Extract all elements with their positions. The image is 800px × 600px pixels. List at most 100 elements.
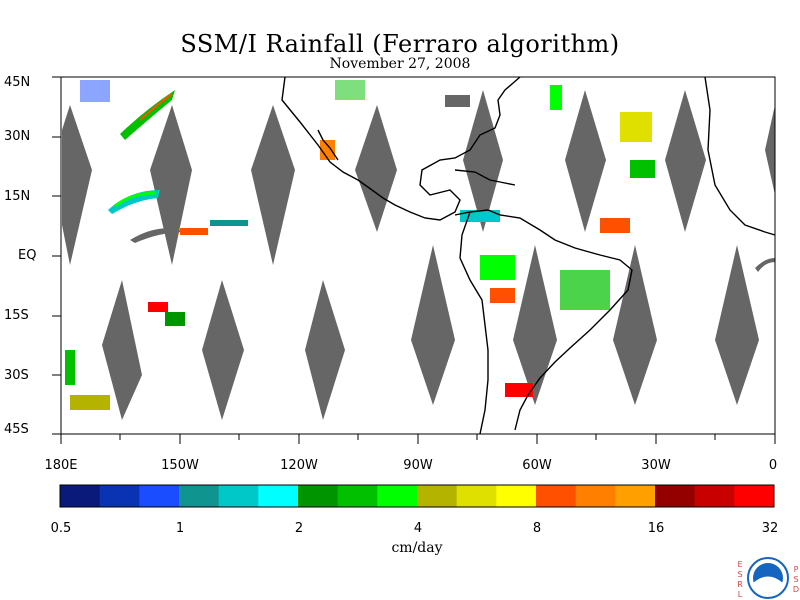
colorbar-tick-label: 8 xyxy=(532,521,542,536)
colorbar-swatch xyxy=(655,485,696,507)
noaa-logo-wave xyxy=(753,576,783,593)
lon-label-120w: 120W xyxy=(280,458,318,473)
colorbar-swatch xyxy=(456,485,497,507)
colorbar-tick-label: 0.5 xyxy=(50,521,72,536)
coastline-africa xyxy=(704,76,776,236)
chart-title: SSM/I Rainfall (Ferraro algorithm) xyxy=(180,30,620,58)
swath-gap xyxy=(513,245,557,405)
coastlines xyxy=(281,76,776,435)
colorbar-frame xyxy=(59,484,775,508)
swath-gap xyxy=(765,105,775,195)
colorbar-swatch xyxy=(179,485,220,507)
rain-patch xyxy=(480,255,515,280)
lat-label-eq: EQ xyxy=(18,248,37,263)
rain-patch xyxy=(180,228,208,235)
swath-gap xyxy=(715,245,759,405)
lon-label-90w: 90W xyxy=(403,458,433,473)
chart-subtitle: November 27, 2008 xyxy=(329,56,471,72)
colorbar-swatch xyxy=(218,485,259,507)
colorbar-swatch xyxy=(615,485,656,507)
esrl-letters: E S R L xyxy=(736,560,744,600)
colorbar-swatch xyxy=(536,485,577,507)
lon-label-180e: 180E xyxy=(44,458,78,473)
swath-gap xyxy=(202,280,244,420)
rain-band xyxy=(108,190,160,214)
swath-gap xyxy=(411,245,455,405)
logo-letter: S xyxy=(793,575,799,584)
rain-band xyxy=(139,93,173,121)
rain-patch xyxy=(560,270,610,310)
colorbar-tick-label: 1 xyxy=(175,521,185,536)
lon-label-0: 0 xyxy=(768,458,778,473)
logo-letter: P xyxy=(793,565,799,574)
coastline-south-america xyxy=(454,209,633,435)
colorbar-swatch xyxy=(139,485,180,507)
lat-label-30n: 30N xyxy=(4,129,31,144)
colorbar-tick-label: 32 xyxy=(761,521,779,536)
rain-patch xyxy=(630,160,655,178)
colorbar-tick-label: 4 xyxy=(413,521,423,536)
rain-patch xyxy=(70,395,110,410)
colorbar-swatch xyxy=(60,485,101,507)
rain-patch xyxy=(600,218,630,233)
colorbar-swatch xyxy=(417,485,458,507)
lon-label-60w: 60W xyxy=(522,458,552,473)
psd-letters: P S D xyxy=(792,565,800,595)
lat-label-45n: 45N xyxy=(4,75,31,90)
coastline-caribbean xyxy=(454,169,516,186)
colorbar-swatch xyxy=(377,485,418,507)
colorbar-units: cm/day xyxy=(391,540,443,556)
colorbar-swatch xyxy=(258,485,299,507)
colorbar-swatch xyxy=(694,485,735,507)
rain-patch xyxy=(80,80,110,102)
swath-gap xyxy=(565,90,606,232)
rain-patch xyxy=(210,220,248,226)
rain-patch xyxy=(320,140,335,160)
map-ticks xyxy=(52,76,776,444)
swath-gap xyxy=(150,105,192,265)
rain-patch xyxy=(445,95,470,107)
logo-letter: L xyxy=(737,590,743,599)
rainfall-patches xyxy=(65,80,655,410)
lat-label-15n: 15N xyxy=(4,189,31,204)
noaa-logo xyxy=(747,557,789,599)
swath-gap xyxy=(613,245,657,405)
colorbar-tick-label: 2 xyxy=(294,521,304,536)
logo-letter: E xyxy=(737,560,743,569)
lat-label-15s: 15S xyxy=(4,308,29,323)
colorbar xyxy=(60,485,775,507)
logo-letter: R xyxy=(737,580,743,589)
colorbar-swatch xyxy=(496,485,537,507)
lon-label-30w: 30W xyxy=(641,458,671,473)
rain-patch xyxy=(490,288,515,303)
swath-gap xyxy=(62,105,92,265)
swath-gap xyxy=(665,90,706,232)
rain-patch xyxy=(505,383,533,397)
swath-gaps-south xyxy=(102,245,759,420)
colorbar-swatch xyxy=(298,485,339,507)
swath-gap xyxy=(251,105,295,265)
rain-band xyxy=(114,191,156,208)
lon-label-150w: 150W xyxy=(161,458,199,473)
colorbar-swatch xyxy=(337,485,378,507)
logo-letter: D xyxy=(792,585,800,594)
swath-edge-arc xyxy=(130,228,185,243)
colorbar-swatch xyxy=(99,485,140,507)
swath-edge-arc xyxy=(755,258,775,272)
rain-patch xyxy=(148,302,168,312)
rain-patch xyxy=(65,350,75,385)
rain-patch xyxy=(335,80,365,100)
swath-gap xyxy=(102,280,142,420)
swath-gap xyxy=(463,90,503,232)
rain-patch xyxy=(550,85,562,110)
lat-label-45s: 45S xyxy=(4,422,29,437)
lat-label-30s: 30S xyxy=(4,368,29,383)
colorbar-swatch xyxy=(734,485,775,507)
coastline-baja xyxy=(317,129,339,161)
swath-gap xyxy=(305,280,345,420)
rain-patch xyxy=(165,312,185,326)
rain-patch xyxy=(620,112,652,142)
colorbar-tick-label: 16 xyxy=(647,521,665,536)
logo-letter: S xyxy=(737,570,743,579)
